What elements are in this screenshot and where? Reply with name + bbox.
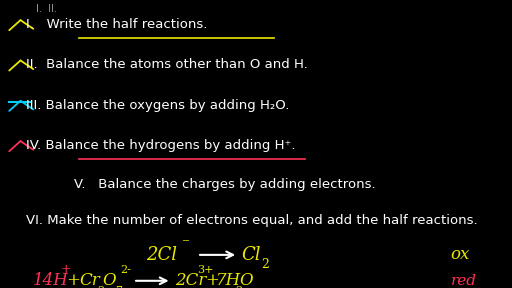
- Text: +: +: [205, 272, 219, 288]
- Text: red: red: [451, 274, 477, 288]
- Text: V.   Balance the charges by adding electrons.: V. Balance the charges by adding electro…: [74, 178, 376, 191]
- Text: I.  II.: I. II.: [36, 4, 57, 14]
- Text: III. Balance the oxygens by adding H₂O.: III. Balance the oxygens by adding H₂O.: [26, 98, 289, 112]
- Text: VI. Make the number of electrons equal, and add the half reactions.: VI. Make the number of electrons equal, …: [26, 214, 477, 227]
- Text: 2Cl: 2Cl: [146, 246, 177, 264]
- Text: 14H: 14H: [33, 272, 69, 288]
- Text: 3+: 3+: [197, 265, 214, 275]
- Text: +: +: [67, 272, 80, 288]
- Text: O: O: [102, 272, 116, 288]
- Text: 7H: 7H: [216, 272, 241, 288]
- Text: ⁻: ⁻: [182, 238, 190, 252]
- Text: IV. Balance the hydrogens by adding H⁺.: IV. Balance the hydrogens by adding H⁺.: [26, 139, 295, 152]
- Text: 2-: 2-: [120, 265, 131, 275]
- Text: I.   Write the half reactions.: I. Write the half reactions.: [26, 18, 207, 31]
- Text: O: O: [240, 272, 253, 288]
- Text: II.  Balance the atoms other than O and H.: II. Balance the atoms other than O and H…: [26, 58, 307, 71]
- Text: 2: 2: [97, 286, 104, 288]
- Text: ox: ox: [451, 246, 470, 264]
- Text: 2Cr: 2Cr: [175, 272, 206, 288]
- Text: 7: 7: [115, 286, 122, 288]
- Text: +: +: [60, 263, 71, 276]
- Text: 2: 2: [261, 258, 269, 272]
- Text: Cr: Cr: [79, 272, 100, 288]
- Text: Cl: Cl: [242, 246, 261, 264]
- Text: 2: 2: [236, 286, 243, 288]
